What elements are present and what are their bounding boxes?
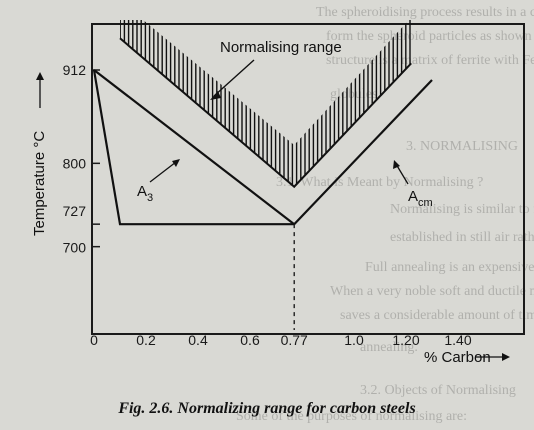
chart-frame bbox=[91, 23, 525, 335]
boundary-line-lower-critical bbox=[92, 69, 295, 226]
acm-leader bbox=[395, 163, 409, 185]
y-tick-label: 700 bbox=[63, 240, 87, 256]
background-page-text: The spheroidising process results in a c… bbox=[236, 5, 534, 424]
background-text-line: Full annealing is an expensive and time … bbox=[365, 260, 534, 275]
acm-label-sub: cm bbox=[418, 197, 433, 209]
x-axis-label-arrowhead bbox=[502, 353, 510, 361]
y-tick-label: 912 bbox=[63, 62, 87, 78]
acm-label: Acm bbox=[408, 188, 433, 209]
normalising-leader-arrow bbox=[213, 59, 255, 97]
normalising-leader-arrowhead bbox=[210, 91, 221, 100]
x-tick-label: 1.0 bbox=[344, 332, 364, 348]
x-tick-label: 0.77 bbox=[281, 332, 308, 348]
x-tick-label: 0.2 bbox=[136, 332, 156, 348]
a3-leader-arrowhead bbox=[172, 159, 180, 167]
background-text-line: Normalising is similar to full annealing… bbox=[390, 202, 534, 217]
background-text-line: 3.1. What is Meant by Normalising ? bbox=[276, 175, 483, 190]
x-tick-label: 0.6 bbox=[240, 332, 260, 348]
boundary-line-acm bbox=[293, 79, 433, 225]
background-text-line: structure is a matrix of ferrite with Fe… bbox=[326, 53, 534, 68]
y-axis-label-arrowhead bbox=[36, 72, 44, 80]
background-text-line: annealing. bbox=[360, 340, 418, 355]
background-text-line: established in still air rather than in … bbox=[390, 230, 534, 245]
x-axis-label: % Carbon bbox=[424, 349, 491, 366]
a3-label-sub: 3 bbox=[147, 192, 153, 204]
background-text-line: 3.2. Objects of Normalising bbox=[360, 383, 516, 398]
background-text-line: saves a considerable amount of time norm… bbox=[340, 308, 534, 323]
y-axis-ticks: 700 727 800 912 bbox=[63, 62, 100, 256]
background-text-line: 3. NORMALISING bbox=[406, 139, 518, 154]
a3-label-main: A bbox=[137, 183, 147, 200]
x-tick-label: 0 bbox=[90, 332, 98, 348]
x-axis-ticks: 0 0.2 0.4 0.6 0.77 1.0 1.20 1.40 bbox=[90, 332, 472, 348]
background-text-line: Some of the purposes of normalising are: bbox=[236, 409, 467, 424]
background-text-line: When a very noble soft and ductile mater… bbox=[330, 284, 534, 299]
y-tick-label: 800 bbox=[63, 155, 87, 171]
background-text-line: globules bbox=[330, 87, 377, 102]
band-lower-edge bbox=[119, 37, 412, 189]
x-tick-label: 1.40 bbox=[444, 332, 471, 348]
y-axis-label: Temperature °C bbox=[31, 131, 48, 236]
phase-boundary-lines bbox=[92, 69, 433, 330]
background-text-line: form the spheroid particles as shown in … bbox=[326, 29, 534, 44]
background-text-line: The spheroidising process results in a c… bbox=[316, 5, 534, 20]
normalising-label: Normalising range bbox=[220, 39, 342, 56]
y-tick-label: 727 bbox=[63, 203, 87, 219]
figure-caption: Fig. 2.6. Normalizing range for carbon s… bbox=[117, 400, 415, 417]
x-tick-label: 1.20 bbox=[392, 332, 419, 348]
a3-label: A3 bbox=[137, 183, 153, 204]
boundary-line-a3 bbox=[93, 69, 295, 226]
acm-label-main: A bbox=[408, 188, 418, 205]
acm-leader-arrowhead bbox=[393, 160, 400, 169]
x-tick-label: 0.4 bbox=[188, 332, 208, 348]
a3-leader bbox=[149, 161, 177, 183]
